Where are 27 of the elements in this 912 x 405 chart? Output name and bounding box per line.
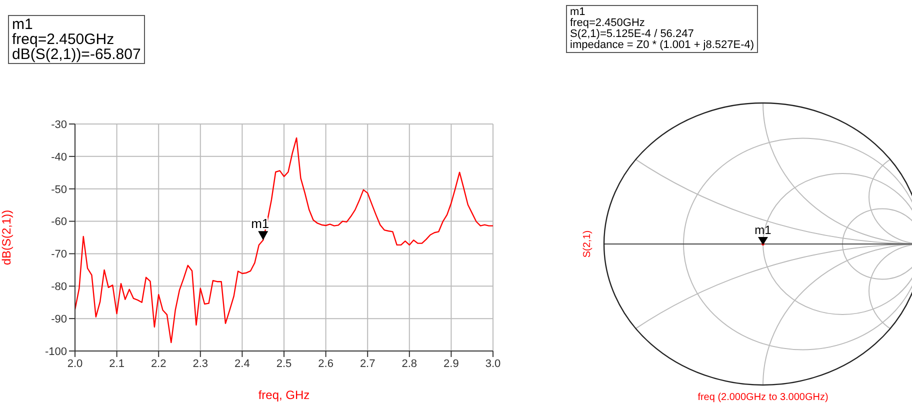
x-tick-label: 2.9 [444, 358, 459, 370]
x-tick-label: 2.2 [150, 358, 166, 370]
text: m1 [754, 223, 772, 237]
x-tick-label: 2.5 [276, 358, 292, 370]
text: freq (2.000GHz to 3.000GHz) [698, 392, 828, 403]
y-tick-label: -50 [51, 184, 67, 196]
x-tick-label: 2.4 [234, 358, 250, 370]
x-tick-label: 2.0 [67, 358, 83, 370]
y-axis-title: dB(S(2,1)) [0, 210, 14, 266]
y-tick-label: -90 [51, 313, 67, 326]
y-tick-label: -80 [51, 281, 67, 294]
x-tick-label: 2.7 [360, 358, 376, 370]
x-tick-label: 2.1 [109, 358, 124, 370]
y-tick-label: -30 [51, 118, 67, 131]
line-series [75, 137, 493, 344]
x-axis-title: freq, GHz [258, 388, 310, 402]
x-tick-label: 3.0 [485, 358, 501, 370]
y-tick-label: -100 [44, 346, 67, 358]
text: m1 freq=2.450GHz S(2,1)=5.125E-4 / 56.247 impedance = Z0 * (1.001 + j8.527E-4) [570, 6, 754, 51]
x-tick-label: 2.6 [318, 358, 334, 370]
y-tick-label: -70 [51, 248, 67, 261]
x-tick-label: 2.3 [192, 358, 208, 370]
y-tick-label: -40 [51, 151, 67, 164]
text: m1 freq=2.450GHz dB(S(2,1))=-65.807 [12, 16, 141, 63]
y-tick-label: -60 [51, 216, 67, 228]
x-tick-label: 2.8 [402, 358, 418, 370]
text: S(2,1) [582, 230, 593, 258]
